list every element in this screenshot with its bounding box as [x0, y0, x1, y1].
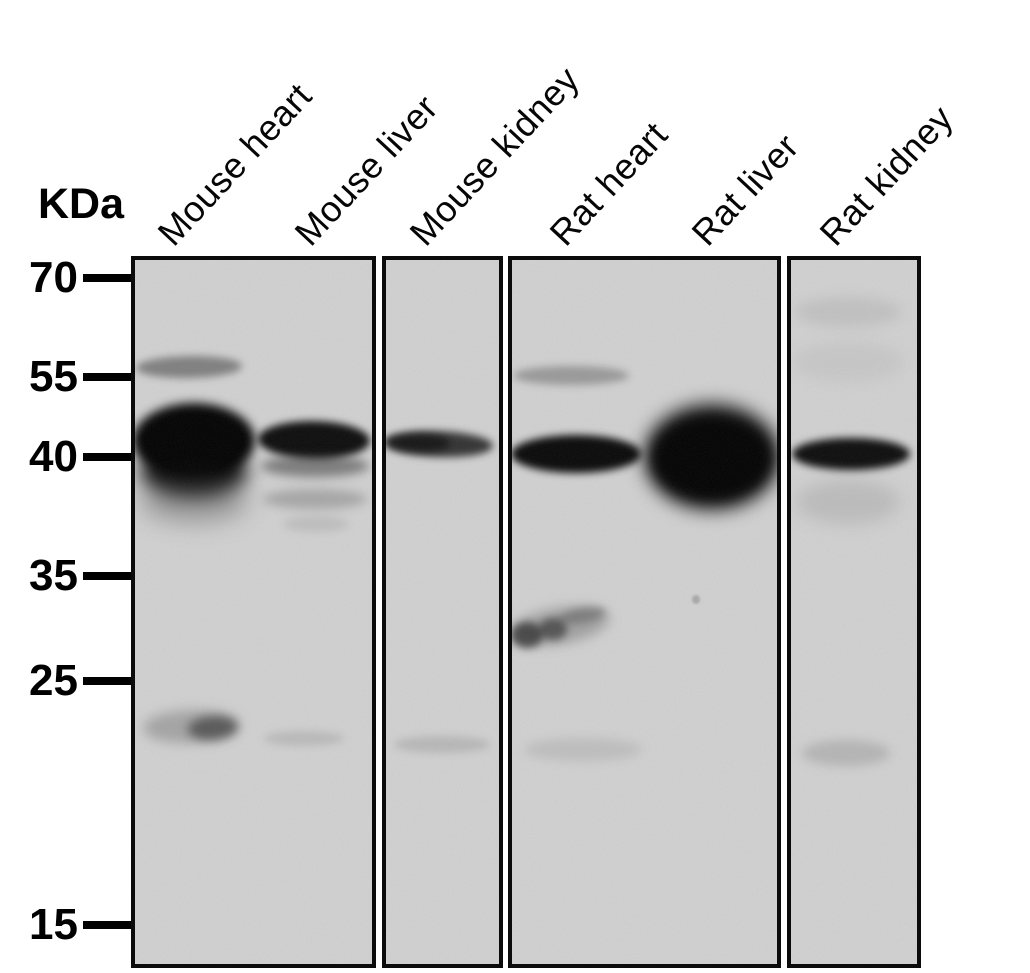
band-mouse-heart-38kda-fade — [140, 478, 248, 522]
band-mouse-kidney-21kda-faint — [394, 736, 490, 753]
marker-tick-25 — [83, 677, 134, 685]
marker-tick-70 — [83, 274, 134, 282]
band-rat-kidney-58kda-smudge — [793, 342, 903, 382]
marker-tick-35 — [83, 572, 134, 580]
band-mouse-liver-42kda-main — [257, 420, 371, 460]
band-rat-heart-41kda-main — [512, 435, 641, 473]
film-grain-texture — [386, 260, 499, 964]
band-mouse-heart-57kda-faint — [135, 355, 243, 379]
band-mouse-liver-38kda-sub — [263, 489, 367, 509]
marker-label-35: 35 — [29, 551, 78, 600]
band-mouse-liver-39kda-sub — [261, 455, 369, 477]
marker-label-25: 25 — [29, 656, 78, 705]
band-rat-liver-41kda-core — [654, 418, 770, 498]
band-rat-kidney-38kda-shadow — [796, 480, 900, 524]
membrane-panel-4 — [787, 256, 921, 968]
marker-label-15: 15 — [29, 900, 78, 949]
marker-tick-55 — [83, 373, 134, 381]
kda-unit-label: KDa — [38, 180, 125, 228]
membrane-panel-1 — [131, 256, 376, 968]
lane-label-rat-liver: Rat liver — [683, 125, 807, 254]
marker-tick-15 — [83, 921, 134, 929]
band-rat-heart-55kda-faint — [513, 366, 629, 385]
marker-tick-40 — [83, 453, 134, 461]
band-mouse-liver-21kda-faint — [264, 731, 344, 746]
marker-label-55: 55 — [29, 352, 78, 401]
membrane-panel-3 — [508, 256, 781, 968]
band-rat-liver-31kda-speck — [692, 595, 700, 604]
lane-label-rat-heart: Rat heart — [541, 113, 676, 254]
lane-label-rat-kidney: Rat kidney — [811, 97, 961, 254]
band-mouse-liver-37kda-speck — [283, 516, 349, 532]
marker-label-40: 40 — [29, 432, 78, 481]
band-rat-heart-21kda-faint — [524, 738, 642, 761]
marker-label-70: 70 — [29, 253, 78, 302]
band-rat-kidney-63kda-smudge — [795, 297, 901, 327]
membrane-panel-2 — [382, 256, 503, 968]
band-rat-heart-28kda-core-a — [512, 622, 543, 648]
band-rat-kidney-41kda-main — [792, 438, 910, 470]
band-rat-kidney-21kda-faint — [802, 740, 890, 766]
